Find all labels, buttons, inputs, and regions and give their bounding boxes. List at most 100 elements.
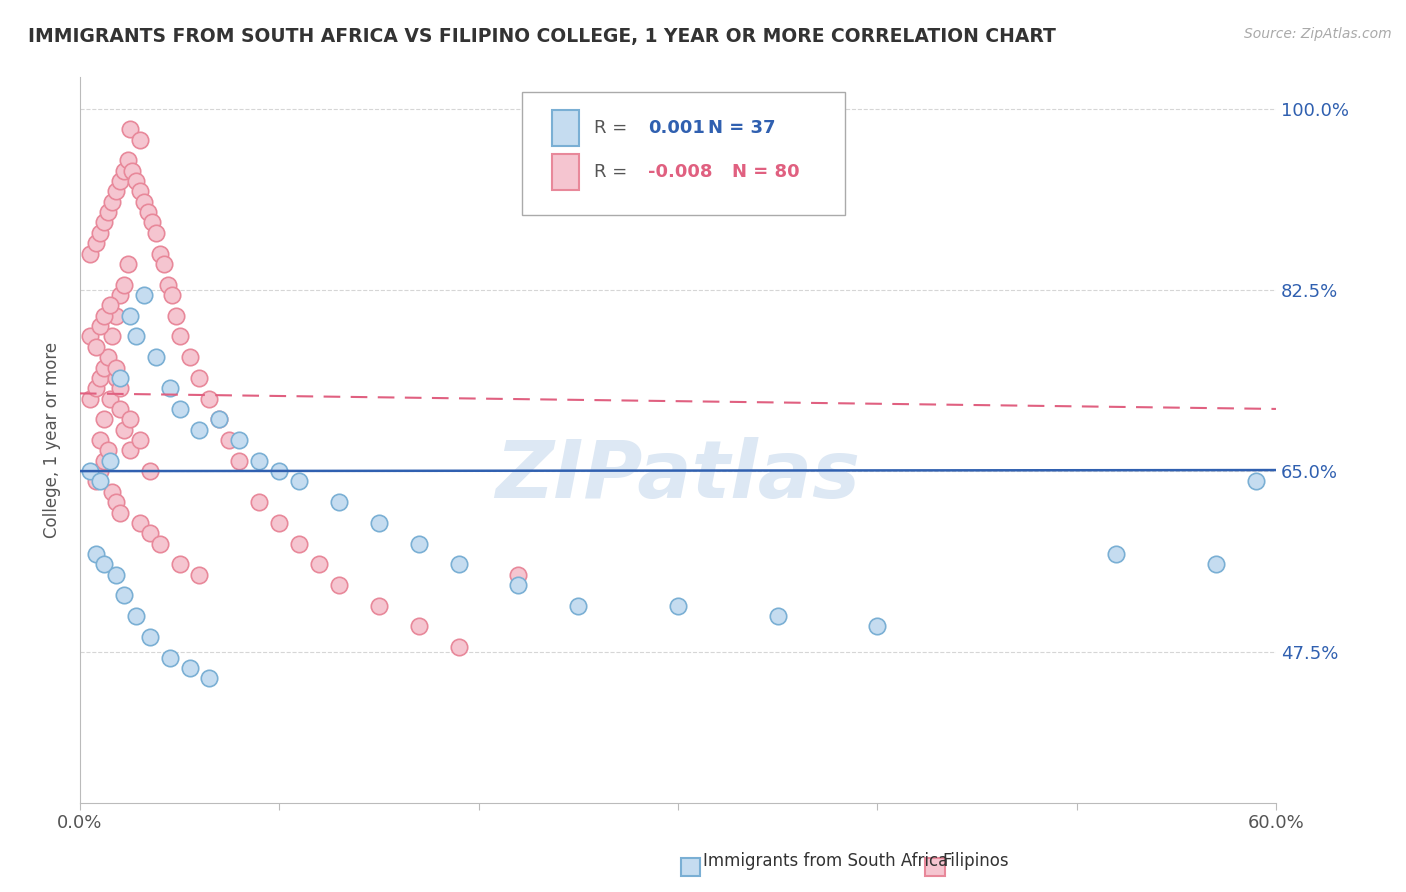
Point xyxy=(108,288,131,302)
Point xyxy=(100,194,122,209)
Point xyxy=(508,567,530,582)
Point xyxy=(145,350,167,364)
Point xyxy=(169,558,191,572)
FancyBboxPatch shape xyxy=(523,92,845,215)
Point xyxy=(93,412,115,426)
Point xyxy=(128,433,150,447)
Point xyxy=(228,454,250,468)
Point xyxy=(136,205,159,219)
Text: Source: ZipAtlas.com: Source: ZipAtlas.com xyxy=(1244,27,1392,41)
Point xyxy=(269,516,291,530)
Point xyxy=(149,246,172,260)
Point xyxy=(112,163,135,178)
Point xyxy=(93,454,115,468)
Point xyxy=(93,215,115,229)
Point xyxy=(156,277,179,292)
Text: R =: R = xyxy=(595,120,633,137)
Point xyxy=(79,246,101,260)
Point xyxy=(128,185,150,199)
Point xyxy=(84,381,107,395)
Point xyxy=(108,401,131,416)
Point xyxy=(89,319,111,334)
Point xyxy=(666,599,689,613)
Point xyxy=(152,257,174,271)
Point xyxy=(117,153,139,168)
Point xyxy=(188,423,211,437)
Point xyxy=(97,443,120,458)
Point xyxy=(89,371,111,385)
Point xyxy=(408,536,430,550)
Point xyxy=(367,599,389,613)
Point xyxy=(179,350,201,364)
Point xyxy=(128,132,150,146)
Point xyxy=(118,412,141,426)
Point xyxy=(121,163,143,178)
Point xyxy=(104,495,127,509)
Point xyxy=(208,412,231,426)
Point xyxy=(84,340,107,354)
Point xyxy=(98,298,121,312)
Point xyxy=(125,329,148,343)
Point xyxy=(104,309,127,323)
Point xyxy=(89,226,111,240)
FancyBboxPatch shape xyxy=(553,110,579,146)
Point xyxy=(188,371,211,385)
Point xyxy=(866,619,889,633)
Point xyxy=(1244,475,1267,489)
Point xyxy=(269,464,291,478)
Y-axis label: College, 1 year or more: College, 1 year or more xyxy=(44,342,60,538)
Point xyxy=(159,650,181,665)
Point xyxy=(169,401,191,416)
Point xyxy=(508,578,530,592)
Point xyxy=(118,443,141,458)
Point xyxy=(98,454,121,468)
Point xyxy=(228,433,250,447)
Point xyxy=(308,558,330,572)
Point xyxy=(208,412,231,426)
Point xyxy=(1205,558,1227,572)
Point xyxy=(138,464,160,478)
Point xyxy=(108,174,131,188)
Text: IMMIGRANTS FROM SOUTH AFRICA VS FILIPINO COLLEGE, 1 YEAR OR MORE CORRELATION CHA: IMMIGRANTS FROM SOUTH AFRICA VS FILIPINO… xyxy=(28,27,1056,45)
Point xyxy=(108,506,131,520)
Text: 0.001: 0.001 xyxy=(648,120,704,137)
Point xyxy=(288,475,311,489)
Point xyxy=(108,381,131,395)
Point xyxy=(132,194,155,209)
Point xyxy=(84,475,107,489)
Point xyxy=(117,257,139,271)
Point xyxy=(93,309,115,323)
Point xyxy=(89,475,111,489)
Text: Immigrants from South Africa: Immigrants from South Africa xyxy=(703,852,948,870)
Point xyxy=(118,122,141,136)
Point xyxy=(165,309,187,323)
Point xyxy=(93,558,115,572)
FancyBboxPatch shape xyxy=(553,153,579,190)
Point xyxy=(149,536,172,550)
Point xyxy=(145,226,167,240)
Point xyxy=(288,536,311,550)
Point xyxy=(112,423,135,437)
Text: N = 37: N = 37 xyxy=(707,120,775,137)
Point xyxy=(218,433,240,447)
Point xyxy=(97,205,120,219)
Point xyxy=(112,588,135,602)
Point xyxy=(198,671,221,685)
Point xyxy=(79,329,101,343)
Point xyxy=(128,516,150,530)
Point xyxy=(328,578,350,592)
Text: ZIPatlas: ZIPatlas xyxy=(495,437,860,516)
Point xyxy=(100,484,122,499)
Point xyxy=(188,567,211,582)
Point xyxy=(104,371,127,385)
FancyBboxPatch shape xyxy=(925,858,945,876)
Point xyxy=(89,433,111,447)
Point xyxy=(104,360,127,375)
Text: R =: R = xyxy=(595,162,633,181)
Point xyxy=(160,288,183,302)
Point xyxy=(247,495,270,509)
Point xyxy=(79,392,101,406)
Text: -0.008: -0.008 xyxy=(648,162,713,181)
Point xyxy=(408,619,430,633)
Text: N = 80: N = 80 xyxy=(731,162,800,181)
